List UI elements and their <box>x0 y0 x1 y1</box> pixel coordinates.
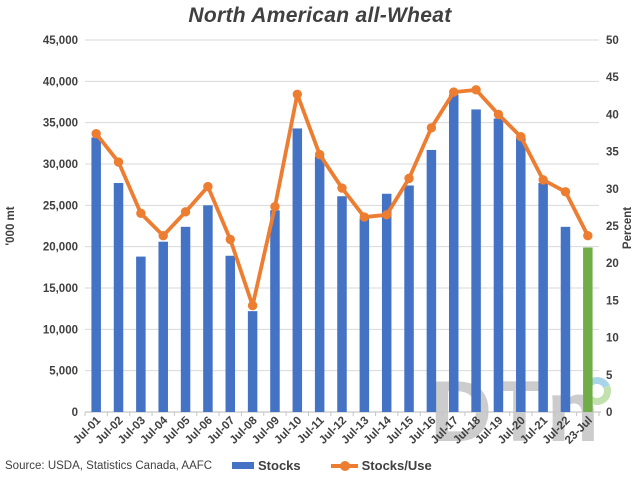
legend: Stocks Stocks/Use <box>232 458 432 473</box>
left-axis-tick-label: 45,000 <box>43 35 78 47</box>
bar-jul-08 <box>247 311 258 412</box>
bar-jul-09 <box>270 210 280 412</box>
bar-jul-03 <box>136 256 146 412</box>
left-axis-tick-label: 35,000 <box>43 118 78 130</box>
right-axis-title: Percent <box>622 207 634 249</box>
stocks-use-swatch-icon <box>330 460 358 471</box>
marker-jul-12 <box>337 183 347 193</box>
right-axis-tick-label: 0 <box>606 407 612 419</box>
chart-footer: Source: USDA, Statistics Canada, AAFC St… <box>0 456 640 480</box>
marker-jul-03 <box>136 208 146 219</box>
marker-jul-05 <box>180 207 191 217</box>
right-axis-tick-label: 5 <box>606 370 613 382</box>
marker-jul-04 <box>158 230 168 241</box>
right-axis-tick-label: 45 <box>606 72 619 84</box>
bar-jul-21 <box>538 183 548 412</box>
left-axis-tick-label: 30,000 <box>43 159 78 171</box>
bar-jul-12 <box>337 196 347 412</box>
marker-jul-10 <box>292 89 303 100</box>
bar-jul-19 <box>493 118 504 413</box>
marker-jul-14 <box>381 210 392 220</box>
bar-jul-16 <box>426 149 437 413</box>
marker-jul-01 <box>91 129 101 139</box>
bar-jul-20 <box>516 137 526 412</box>
marker-jul-19 <box>493 109 504 120</box>
bar-jul-02 <box>113 183 124 412</box>
bar-jul-10 <box>292 128 303 412</box>
bar-23-jul <box>583 247 593 412</box>
marker-jul-13 <box>359 212 370 222</box>
source-note: Source: USDA, Statistics Canada, AAFC <box>5 460 213 472</box>
right-axis-tick-label: 10 <box>606 333 619 345</box>
legend-label-stocks-use: Stocks/Use <box>361 458 432 473</box>
right-axis-tick-label: 50 <box>606 35 619 47</box>
left-axis-tick-label: 25,000 <box>43 200 78 212</box>
left-axis-title: '000 mt <box>5 206 17 245</box>
bar-jul-05 <box>180 226 191 412</box>
bar-jul-04 <box>158 241 168 412</box>
bar-jul-14 <box>381 193 392 412</box>
marker-jul-09 <box>270 201 280 212</box>
bar-jul-17 <box>448 94 459 412</box>
marker-jul-18 <box>471 85 481 95</box>
marker-jul-06 <box>203 181 213 192</box>
bar-jul-11 <box>314 156 325 412</box>
bar-jul-13 <box>359 218 370 412</box>
right-axis-tick-label: 35 <box>606 147 619 159</box>
marker-jul-02 <box>113 157 124 167</box>
marker-jul-16 <box>426 123 437 133</box>
stocks-swatch-icon <box>232 462 254 469</box>
right-axis-tick-label: 30 <box>606 184 619 196</box>
left-axis-tick-label: 10,000 <box>43 324 78 336</box>
left-axis-tick-label: 40,000 <box>43 76 78 88</box>
marker-jul-22 <box>560 187 571 197</box>
legend-item-stocks: Stocks <box>232 458 301 473</box>
right-axis-tick-label: 20 <box>606 258 619 270</box>
marker-jul-17 <box>449 87 459 97</box>
bar-jul-06 <box>203 205 213 412</box>
left-axis-tick-label: 15,000 <box>43 283 78 295</box>
bar-jul-07 <box>225 255 236 412</box>
marker-jul-21 <box>538 175 548 185</box>
chart-title: North American all-Wheat <box>188 4 452 27</box>
right-axis-tick-label: 40 <box>606 109 619 121</box>
legend-label-stocks: Stocks <box>258 458 301 473</box>
left-axis-tick-label: 5,000 <box>49 366 78 378</box>
bar-jul-15 <box>404 185 414 412</box>
right-axis-tick-label: 15 <box>606 295 619 307</box>
left-axis-tick-label: 0 <box>72 407 78 419</box>
right-axis-tick-label: 25 <box>606 221 619 233</box>
marker-jul-07 <box>225 234 235 245</box>
marker-jul-11 <box>314 149 325 160</box>
bar-jul-22 <box>560 226 571 412</box>
marker-jul-20 <box>516 132 526 142</box>
marker-jul-08 <box>247 300 258 311</box>
legend-item-stocks-use: Stocks/Use <box>330 458 432 473</box>
marker-23-jul <box>583 230 593 241</box>
bar-jul-18 <box>471 109 481 412</box>
marker-jul-15 <box>404 173 414 184</box>
left-axis-tick-label: 20,000 <box>43 242 78 254</box>
bar-jul-01 <box>91 137 101 412</box>
